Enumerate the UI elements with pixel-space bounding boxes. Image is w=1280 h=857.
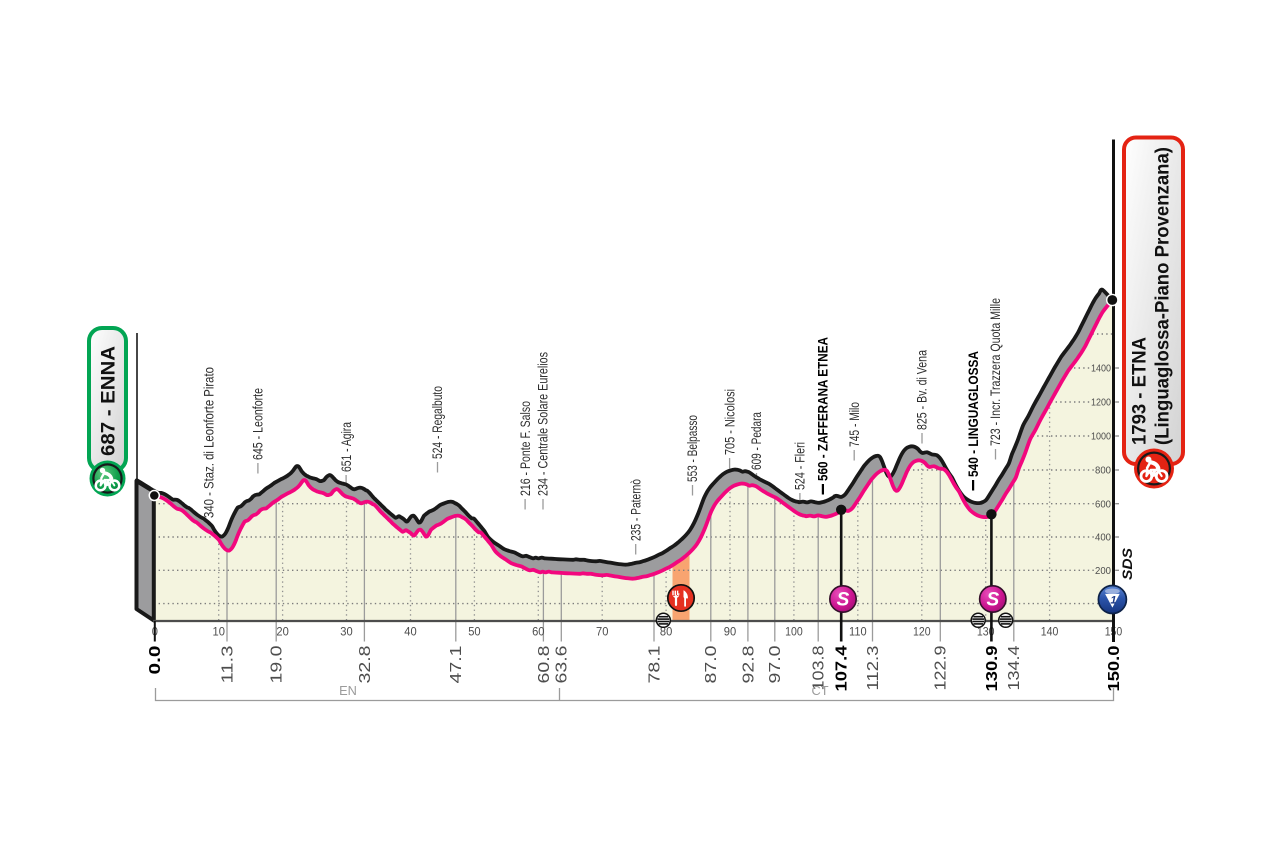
svg-text:30: 30 (340, 625, 353, 639)
svg-text:560 - ZAFFERANA ETNEA: 560 - ZAFFERANA ETNEA (816, 337, 831, 481)
svg-text:150.0: 150.0 (1106, 645, 1123, 691)
svg-text:110: 110 (849, 625, 867, 639)
svg-text:0.0: 0.0 (147, 645, 164, 674)
svg-text:140: 140 (1041, 625, 1059, 639)
svg-text:609 - Pedara: 609 - Pedara (749, 412, 764, 470)
svg-text:340 - Staz. di Leonforte Pirat: 340 - Staz. di Leonforte Pirato (201, 367, 216, 518)
svg-text:CT: CT (811, 683, 828, 698)
svg-text:235 - Paternò: 235 - Paternò (628, 479, 643, 541)
svg-text:122.9: 122.9 (933, 645, 950, 690)
svg-text:10: 10 (213, 625, 226, 639)
svg-text:234 - Centrale Solare Eurelios: 234 - Centrale Solare Eurelios (536, 352, 551, 496)
svg-text:1400: 1400 (1091, 363, 1111, 375)
svg-text:60.8: 60.8 (536, 645, 553, 683)
svg-text:50: 50 (468, 625, 481, 639)
svg-text:SDS: SDS (1120, 548, 1135, 580)
svg-text:705 - Nicolosi: 705 - Nicolosi (722, 389, 737, 455)
svg-text:1793 - ETNA: 1793 - ETNA (1130, 337, 1151, 445)
svg-text:60: 60 (532, 625, 545, 639)
svg-text:524 - Fleri: 524 - Fleri (793, 442, 808, 490)
svg-text:745 - Milo: 745 - Milo (847, 402, 862, 447)
svg-text:120: 120 (913, 625, 931, 639)
svg-text:134.4: 134.4 (1006, 645, 1023, 690)
svg-text:651 - Agira: 651 - Agira (339, 422, 354, 472)
svg-text:130.9: 130.9 (984, 645, 1001, 691)
svg-text:600: 600 (1095, 498, 1111, 510)
svg-text:645 - Leonforte: 645 - Leonforte (251, 388, 266, 460)
svg-text:78.1: 78.1 (646, 645, 663, 683)
svg-text:32.8: 32.8 (357, 645, 374, 683)
svg-text:11.3: 11.3 (219, 645, 236, 683)
svg-text:100: 100 (785, 625, 803, 639)
svg-text:S: S (986, 590, 999, 611)
svg-text:800: 800 (1095, 465, 1111, 477)
svg-text:97.0: 97.0 (767, 645, 784, 683)
svg-text:92.8: 92.8 (740, 645, 757, 683)
svg-text:1: 1 (1110, 595, 1116, 607)
svg-text:553 - Belpasso: 553 - Belpasso (685, 415, 700, 482)
svg-text:107.4: 107.4 (834, 645, 851, 691)
svg-text:540 - LINGUAGLOSSA: 540 - LINGUAGLOSSA (966, 351, 981, 477)
svg-text:400: 400 (1095, 532, 1111, 544)
svg-text:70: 70 (596, 625, 609, 639)
svg-text:687 - ENNA: 687 - ENNA (98, 346, 119, 456)
svg-text:90: 90 (724, 625, 737, 639)
svg-text:87.0: 87.0 (703, 645, 720, 683)
svg-text:(Linguaglossa-Piano Provenzana: (Linguaglossa-Piano Provenzana) (1153, 147, 1174, 445)
svg-text:723 - Incr. Trazzera Quota Mil: 723 - Incr. Trazzera Quota Mille (988, 298, 1003, 446)
svg-text:1200: 1200 (1091, 397, 1111, 409)
svg-text:40: 40 (404, 625, 417, 639)
svg-text:524 - Regalbuto: 524 - Regalbuto (430, 386, 445, 459)
svg-text:1000: 1000 (1091, 431, 1111, 443)
svg-text:EN: EN (339, 683, 357, 698)
svg-text:47.1: 47.1 (448, 645, 465, 683)
svg-text:200: 200 (1095, 565, 1111, 577)
svg-text:216 - Ponte F. Salso: 216 - Ponte F. Salso (518, 401, 533, 496)
svg-text:20: 20 (276, 625, 289, 639)
svg-text:825 - Bv. di Vena: 825 - Bv. di Vena (915, 350, 930, 430)
svg-text:63.6: 63.6 (554, 645, 571, 683)
svg-text:S: S (837, 590, 850, 611)
svg-text:19.0: 19.0 (269, 645, 286, 683)
svg-text:112.3: 112.3 (865, 645, 882, 690)
svg-text:103.8: 103.8 (811, 645, 828, 690)
